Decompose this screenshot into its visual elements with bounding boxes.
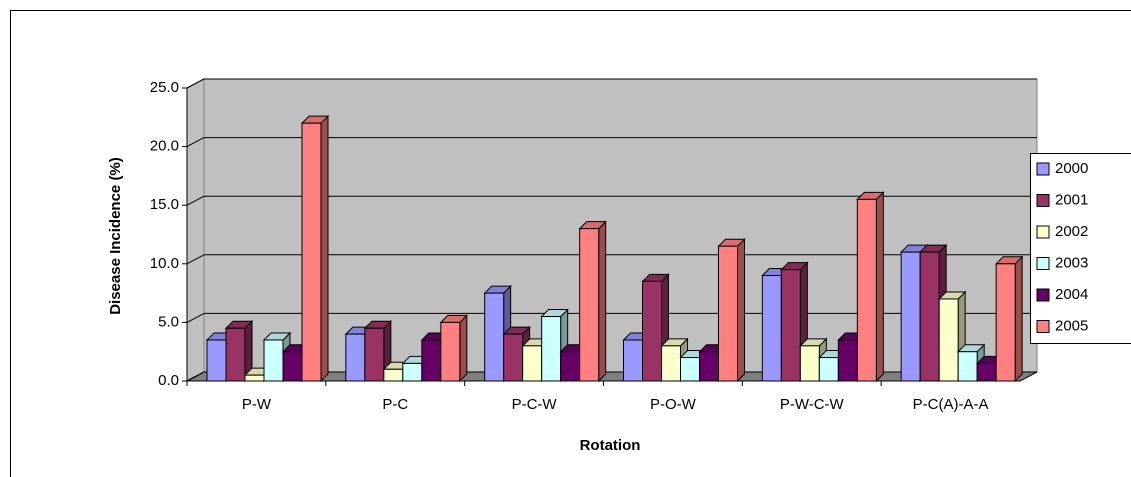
- bar: [799, 345, 820, 382]
- legend-label: 2005: [1055, 317, 1088, 334]
- bar: [680, 357, 700, 382]
- bar: [225, 327, 246, 382]
- bar: [244, 374, 265, 382]
- bar-side: [1014, 255, 1023, 383]
- bar-side: [598, 220, 607, 383]
- y-tick-label: 10.0: [150, 255, 179, 272]
- bar-side: [737, 238, 745, 383]
- bar-side: [320, 114, 329, 383]
- side-grid-line: [186, 312, 205, 323]
- legend-label: 2003: [1055, 254, 1088, 271]
- legend-swatch: [1036, 194, 1050, 207]
- bar: [856, 198, 877, 382]
- bar: [938, 298, 959, 382]
- bar: [780, 269, 801, 382]
- bar: [541, 316, 562, 382]
- bar: [402, 362, 423, 382]
- bar: [661, 345, 681, 382]
- bar: [900, 251, 921, 382]
- y-axis-title: Disease Incidence (%): [107, 157, 124, 315]
- y-tick-label: 25.0: [150, 79, 179, 96]
- x-tick-label: P-O-W: [650, 396, 697, 413]
- bar: [364, 327, 385, 382]
- side-wall: [186, 78, 205, 382]
- bar: [282, 351, 303, 382]
- y-tick-label: 20.0: [150, 138, 179, 155]
- bar: [263, 339, 284, 382]
- bar: [995, 263, 1016, 382]
- y-tick-label: 15.0: [150, 196, 179, 213]
- bar: [579, 228, 600, 382]
- x-tick-label: P-C-W: [512, 396, 558, 413]
- y-tick-label: 5.0: [158, 313, 179, 330]
- legend-swatch: [1036, 162, 1050, 176]
- bar: [301, 122, 322, 382]
- bar: [718, 245, 738, 382]
- legend-swatch: [1036, 320, 1050, 333]
- bar: [345, 333, 366, 382]
- bar: [761, 275, 782, 382]
- legend-swatch: [1036, 225, 1050, 239]
- bar: [837, 339, 858, 382]
- side-grid-line: [186, 195, 205, 206]
- bar: [560, 351, 581, 382]
- y-tick-label: 0.0: [158, 372, 179, 389]
- legend-swatch: [1036, 257, 1050, 270]
- bar: [206, 339, 227, 382]
- bar-side: [459, 314, 468, 383]
- bar: [440, 321, 461, 382]
- bar: [919, 251, 940, 382]
- x-tick-label: P-C: [382, 396, 408, 413]
- side-grid-line: [186, 254, 205, 265]
- side-grid-line: [186, 137, 205, 148]
- legend-label: 2002: [1055, 223, 1088, 240]
- chart-frame: [10, 10, 1131, 477]
- side-grid-line: [186, 371, 205, 382]
- legend-swatch: [1036, 288, 1050, 302]
- bar: [421, 339, 442, 382]
- legend-label: 2000: [1055, 160, 1088, 177]
- bar: [699, 351, 719, 382]
- x-tick-label: P-W: [242, 396, 272, 413]
- bar: [484, 292, 505, 382]
- x-tick-label: P-C(A)-A-A: [913, 396, 989, 413]
- bar: [503, 333, 524, 382]
- x-axis-title: Rotation: [580, 437, 641, 454]
- legend-box: [1030, 153, 1131, 344]
- legend-label: 2004: [1055, 286, 1088, 303]
- legend-label: 2001: [1055, 191, 1088, 208]
- bar: [623, 339, 643, 382]
- bar: [976, 362, 997, 382]
- bar: [522, 345, 543, 382]
- bar: [818, 357, 839, 382]
- bar: [383, 368, 404, 382]
- side-grid-line: [186, 78, 205, 89]
- bar: [957, 351, 978, 382]
- bar-side: [875, 191, 884, 383]
- x-tick-label: P-W-C-W: [780, 396, 845, 413]
- bar: [642, 280, 662, 382]
